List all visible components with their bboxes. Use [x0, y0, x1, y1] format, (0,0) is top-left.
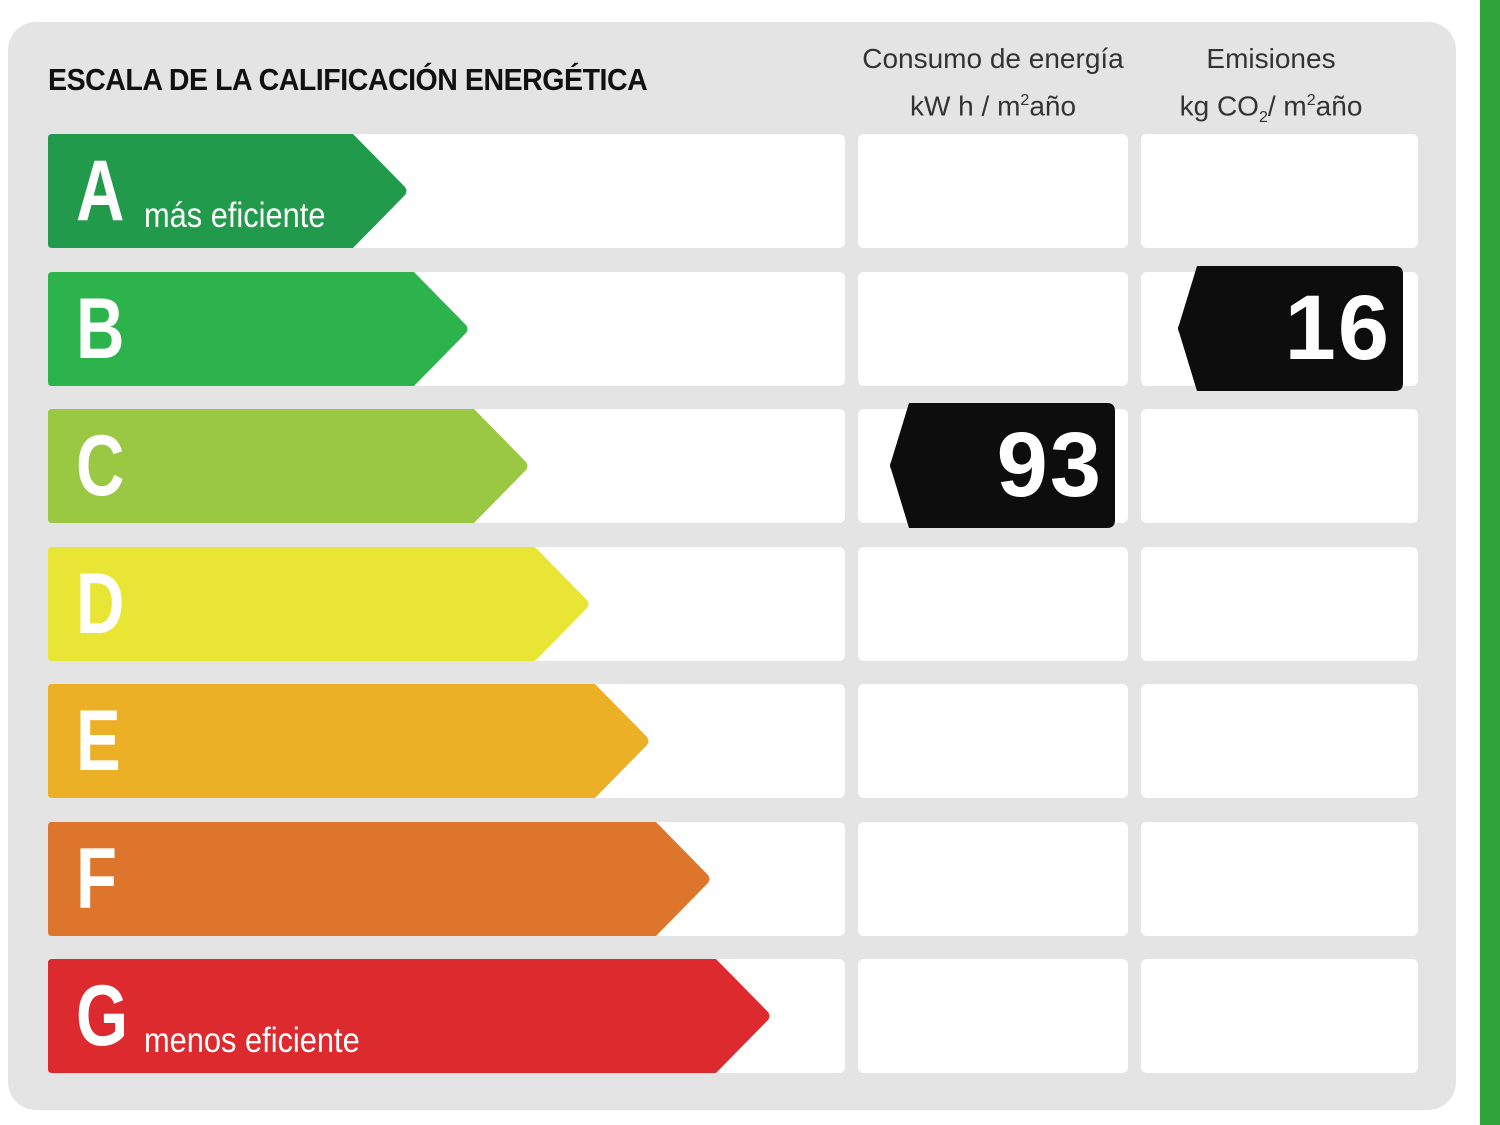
- energy-cell: [858, 684, 1128, 798]
- energy-cell: [858, 822, 1128, 936]
- rating-row-d: D: [48, 547, 1418, 661]
- rating-row-f: F: [48, 822, 1418, 936]
- rating-letter: A: [76, 143, 125, 239]
- emissions-cell: [1141, 134, 1418, 248]
- energy-header-line1: Consumo de energía: [862, 43, 1124, 74]
- emissions-column-header: Emisiones kg CO2/ m2año: [1141, 38, 1401, 139]
- rating-letter: B: [76, 281, 125, 377]
- arrow-shape: [48, 684, 649, 798]
- rating-letter: D: [76, 556, 125, 652]
- arrow-shape: [48, 822, 710, 936]
- energy-column-header: Consumo de energía kW h / m2año: [858, 38, 1128, 127]
- emissions-result-value: 16: [1284, 277, 1391, 379]
- emissions-cell: [1141, 684, 1418, 798]
- rating-arrow-e: E: [48, 684, 650, 798]
- badge-shape: [890, 403, 1115, 528]
- emissions-result-badge: 16: [1177, 266, 1403, 391]
- rating-row-c: C: [48, 409, 1418, 523]
- scale-title: ESCALA DE LA CALIFICACIÓN ENERGÉTICA: [48, 62, 648, 97]
- energy-cell: [858, 547, 1128, 661]
- badge-shape: [1178, 266, 1403, 391]
- energy-cell: [858, 959, 1128, 1073]
- energy-cell: [858, 134, 1128, 248]
- energy-result-badge: 93: [889, 403, 1115, 528]
- rating-arrow-b: B: [48, 272, 469, 386]
- rating-tagline: menos eficiente: [144, 1021, 360, 1060]
- arrow-shape: [48, 547, 589, 661]
- rating-letter: C: [76, 418, 125, 514]
- emissions-cell: [1141, 547, 1418, 661]
- green-edge-bar: [1480, 0, 1500, 1125]
- energy-header-line2: kW h / m2año: [909, 90, 1077, 122]
- rating-arrow-d: D: [48, 547, 590, 661]
- arrow-shape: [48, 409, 528, 523]
- arrow-shape: [48, 959, 770, 1073]
- rating-tagline: más eficiente: [144, 196, 326, 235]
- energy-cell: [858, 272, 1128, 386]
- arrow-shape: [48, 272, 468, 386]
- rating-arrow-f: F: [48, 822, 711, 936]
- arrow-shape: [48, 134, 407, 248]
- rating-arrow-c: C: [48, 409, 529, 523]
- energy-result-value: 93: [996, 414, 1103, 516]
- rating-letter: G: [76, 968, 129, 1064]
- emissions-cell: [1141, 959, 1418, 1073]
- rating-letter: E: [76, 693, 121, 789]
- emissions-header-line2: kg CO2/ m2año: [1179, 90, 1363, 126]
- emissions-header-line1: Emisiones: [1206, 43, 1336, 74]
- rating-row-e: E: [48, 684, 1418, 798]
- rating-letter: F: [76, 831, 117, 927]
- emissions-cell: [1141, 409, 1418, 523]
- emissions-cell: [1141, 822, 1418, 936]
